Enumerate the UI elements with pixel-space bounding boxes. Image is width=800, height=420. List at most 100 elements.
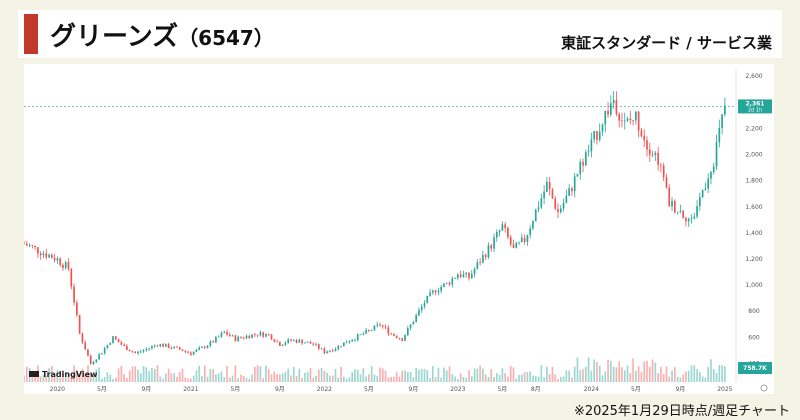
volume-bar xyxy=(693,365,696,382)
x-tick-label: 5月 xyxy=(497,386,507,393)
volume-bar xyxy=(373,374,376,382)
candle-body xyxy=(554,198,557,209)
candle-body xyxy=(365,330,367,334)
candle-body xyxy=(106,344,109,349)
candle-body xyxy=(543,191,545,199)
y-tick-label: 2,200 xyxy=(745,125,762,132)
candle-body xyxy=(137,351,139,354)
volume-bar xyxy=(84,373,87,382)
volume-bar xyxy=(534,376,537,382)
candle-body xyxy=(526,234,529,242)
candle-body xyxy=(387,327,390,334)
volume-bar xyxy=(490,369,493,382)
volume-bar xyxy=(712,369,715,382)
candle-body xyxy=(654,152,657,156)
volume-bar xyxy=(181,368,184,382)
candle-body xyxy=(482,255,484,263)
candle-body xyxy=(70,268,73,287)
volume-bar xyxy=(98,367,100,382)
volume-bar xyxy=(362,368,365,382)
volume-bar xyxy=(176,376,178,382)
volume-bar xyxy=(348,377,351,382)
candle-body xyxy=(457,274,459,278)
candle-body xyxy=(176,346,178,348)
watermark-text: TradingView xyxy=(42,370,98,379)
y-tick-label: 1,600 xyxy=(745,204,762,211)
volume-bar xyxy=(50,366,53,382)
stock-code: （6547） xyxy=(178,26,274,50)
y-tick-label: 600 xyxy=(748,334,760,341)
candle-body xyxy=(651,154,654,156)
volume-bar xyxy=(465,378,468,382)
volume-bar xyxy=(317,369,320,382)
volume-bar xyxy=(440,377,443,382)
candle-body xyxy=(345,342,348,344)
volume-bar xyxy=(565,370,568,382)
candle-body xyxy=(704,188,707,190)
candle-body xyxy=(64,262,67,268)
volume-bar xyxy=(484,374,487,382)
candle-body xyxy=(426,295,429,304)
x-tick-label: 8月 xyxy=(531,386,541,393)
candle-body xyxy=(259,332,262,336)
candle-body xyxy=(162,344,164,347)
candle-body xyxy=(445,282,448,284)
volume-bar xyxy=(198,365,201,382)
volume-bar xyxy=(562,376,565,382)
candle-body xyxy=(459,274,462,277)
volume-bar xyxy=(298,368,301,382)
volume-bar xyxy=(596,361,598,382)
candle-body xyxy=(576,174,579,177)
volume-bar xyxy=(518,374,520,382)
volume-bar xyxy=(665,366,668,382)
volume-bar xyxy=(381,368,384,382)
candle-body xyxy=(618,113,621,121)
volume-bar xyxy=(690,365,693,382)
volume-bar xyxy=(259,366,262,382)
volume-bar xyxy=(67,372,70,382)
volume-bar xyxy=(142,366,145,382)
candle-body xyxy=(420,306,423,311)
candle-body xyxy=(84,342,87,350)
volume-bar xyxy=(401,370,404,382)
volume-bar xyxy=(126,378,128,382)
candle-body xyxy=(626,118,629,121)
volume-bar xyxy=(315,375,317,382)
volume-bar xyxy=(106,372,109,382)
volume-bar xyxy=(31,375,34,382)
volume-bar xyxy=(345,378,348,382)
volume-bar xyxy=(192,375,195,382)
candle-body xyxy=(693,216,696,219)
volume-bar xyxy=(137,369,139,382)
candle-body xyxy=(142,350,145,352)
volume-bar xyxy=(671,370,673,382)
candle-body xyxy=(682,210,685,218)
volume-bar xyxy=(123,373,125,382)
y-tick-label: 1,000 xyxy=(745,282,762,289)
candle-body xyxy=(662,165,665,178)
volume-bar xyxy=(434,377,437,382)
volume-bar xyxy=(25,366,28,382)
volume-bar xyxy=(573,366,576,382)
volume-bar xyxy=(682,374,685,382)
volume-bar xyxy=(501,368,504,382)
volume-bar xyxy=(128,370,131,382)
candle-body xyxy=(629,118,632,121)
candle-body xyxy=(351,340,354,342)
volume-bar xyxy=(721,365,723,382)
candle-body xyxy=(593,131,596,140)
candle-body xyxy=(28,245,31,247)
candle-body xyxy=(470,273,473,279)
volume-bar xyxy=(443,367,445,382)
candle-body xyxy=(284,342,287,345)
candle-body xyxy=(131,351,134,353)
candle-body xyxy=(501,224,504,231)
volume-bar xyxy=(451,374,454,382)
candle-body xyxy=(220,333,223,337)
candle-body xyxy=(431,290,434,293)
volume-bar xyxy=(548,374,551,382)
candle-body xyxy=(253,334,256,336)
volume-bar xyxy=(231,375,234,382)
candle-body xyxy=(184,350,187,352)
x-tick-label: 2022 xyxy=(317,386,332,393)
